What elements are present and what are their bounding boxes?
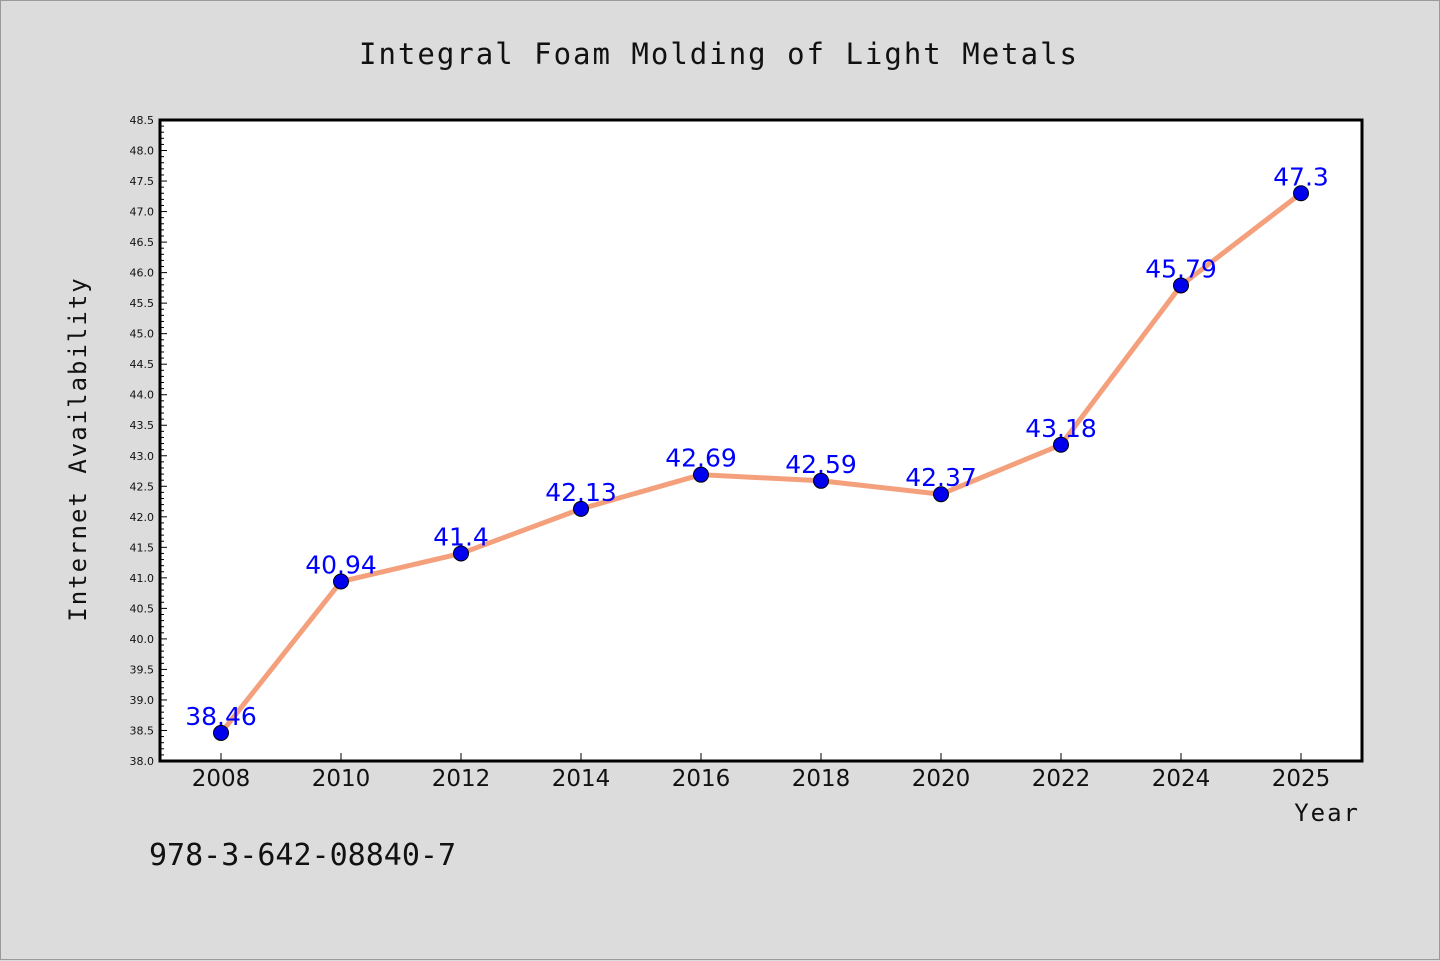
y-tick-label: 44.0 [130,389,155,402]
y-tick-label: 41.0 [130,572,155,585]
isbn-footer: 978-3-642-08840-7 [149,838,456,873]
data-label: 38.46 [185,702,257,731]
y-tick-label: 39.5 [130,663,155,676]
x-tick-label: 2014 [552,766,611,792]
x-tick-label: 2012 [432,766,491,792]
data-point-marker [333,573,349,590]
data-point-marker [453,545,469,562]
y-tick-label: 41.5 [130,541,155,554]
x-axis-ticks: 2008 2010 2012 2014 2016 2018 2020 2022 2024 2025 [192,753,1331,792]
data-label: 41.4 [433,522,489,551]
y-tick-label: 47.0 [130,206,155,219]
data-label: 42.37 [905,463,977,492]
y-tick-label: 45.0 [130,328,155,341]
y-tick-label: 44.5 [130,358,155,371]
y-tick-label: 42.5 [130,480,155,493]
y-tick-label: 46.5 [130,236,155,249]
x-tick-label: 2025 [1272,766,1331,792]
data-label: 43.18 [1025,414,1097,443]
y-tick-label: 40.0 [130,633,155,646]
plot-area [160,120,1362,761]
y-tick-label: 43.0 [130,450,155,463]
y-tick-label: 39.0 [130,694,155,707]
y-tick-label: 38.0 [130,755,155,768]
data-point-marker [1173,277,1189,294]
y-tick-label: 42.0 [130,511,155,524]
plot-frame [158,118,1364,763]
x-tick-label: 2024 [1152,766,1211,792]
y-tick-label: 45.5 [130,297,155,310]
data-label: 42.59 [785,450,857,479]
x-tick-label: 2020 [912,766,971,792]
x-tick-label: 2016 [672,766,731,792]
data-label: 47.3 [1273,162,1329,191]
series-line [218,190,1304,736]
y-axis-title: Internet Availability [64,276,92,621]
data-point-marker [573,500,589,517]
y-tick-label: 48.0 [130,145,155,158]
chart-title: Integral Foam Molding of Light Metals [359,37,1079,71]
x-axis-title: Year [1294,799,1360,827]
data-point-marker [933,486,949,503]
x-tick-label: 2022 [1032,766,1091,792]
y-tick-label: 48.5 [130,114,155,127]
y-tick-label: 40.5 [130,602,155,615]
data-label: 42.13 [545,478,617,507]
x-tick-label: 2008 [192,766,251,792]
data-label: 45.79 [1145,254,1217,283]
y-tick-label: 43.5 [130,419,155,432]
data-point-marker [213,724,229,741]
y-axis-ticks: 38.0 38.5 39.0 39.5 40.0 40.5 41.0 41.5 42.0 42.5… [130,114,167,768]
y-tick-label: 38.5 [130,724,155,737]
y-tick-label: 46.0 [130,267,155,280]
data-point-marker [1053,436,1069,453]
data-point-marker [1293,185,1309,202]
x-tick-label: 2010 [312,766,371,792]
series-layer: 38.46 40.94 41.4 42.13 42.69 42.59 42.37 43.18 4… [185,162,1329,741]
data-label: 40.94 [305,551,377,580]
x-tick-label: 2018 [792,766,851,792]
data-label: 42.69 [665,444,737,473]
data-point-marker [813,472,829,489]
data-point-marker [693,466,709,483]
y-tick-label: 47.5 [130,175,155,188]
